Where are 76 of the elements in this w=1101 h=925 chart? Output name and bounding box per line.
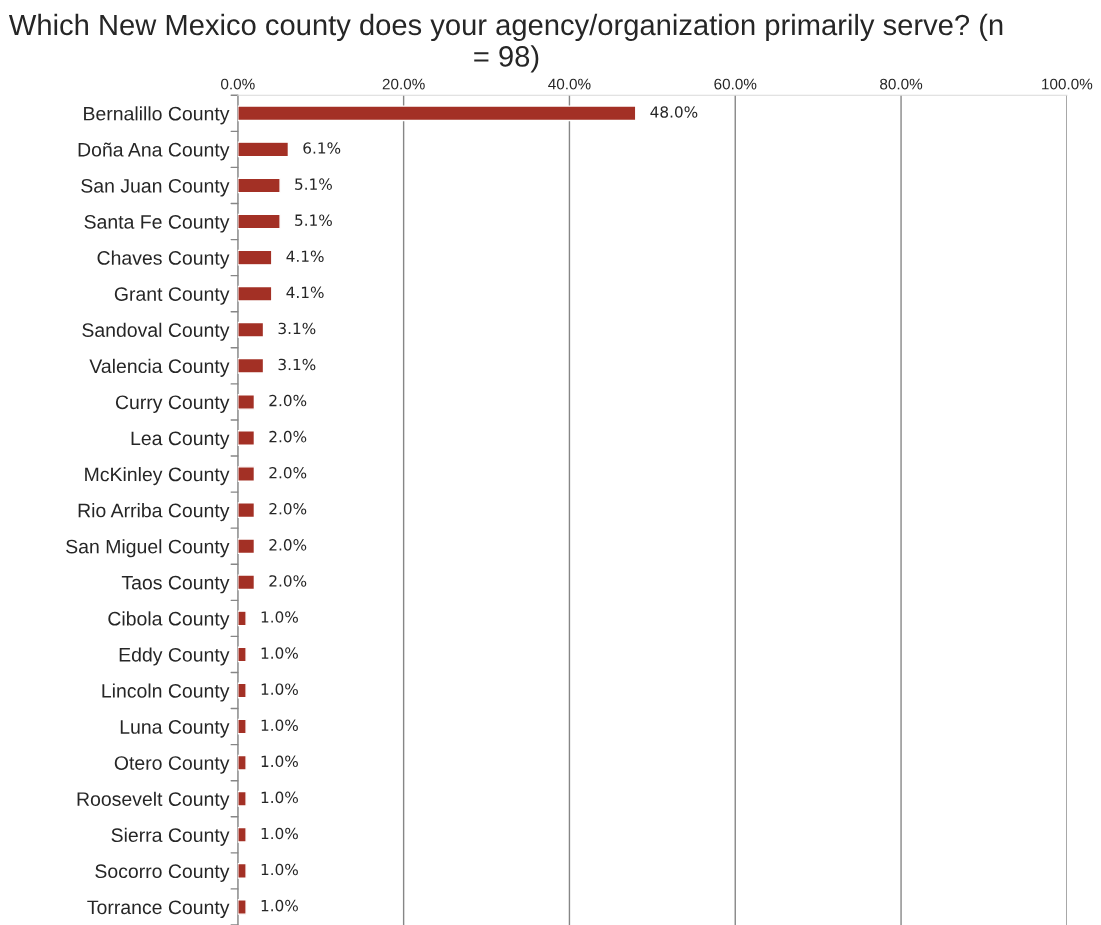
x-tick-label: 0.0% <box>221 78 255 90</box>
data-label: 2.0% <box>269 539 307 551</box>
data-label: 4.1% <box>286 286 324 299</box>
y-tick-label: Luna County <box>120 720 230 738</box>
data-label: 1.0% <box>261 791 298 804</box>
bar <box>237 899 247 915</box>
bar <box>237 682 247 699</box>
bar <box>237 610 247 627</box>
bar <box>237 502 256 519</box>
y-tick-label: Cibola County <box>108 611 230 630</box>
y-tick-label: Curry County <box>115 395 230 413</box>
bar <box>237 177 281 194</box>
bar <box>237 321 265 338</box>
y-tick-label: Eddy County <box>119 647 230 666</box>
x-tick-label: 20.0% <box>382 78 425 90</box>
bar <box>237 646 247 663</box>
data-label: 48.0% <box>650 106 698 118</box>
bar <box>237 862 247 879</box>
data-label: 1.0% <box>261 647 298 659</box>
bar <box>237 466 256 482</box>
data-label: 2.0% <box>269 430 307 443</box>
bar <box>237 105 637 122</box>
bar <box>237 285 273 302</box>
data-label: 2.0% <box>269 503 307 515</box>
bar <box>237 213 281 230</box>
x-tick-label: 60.0% <box>714 78 757 90</box>
y-tick-label: Doña Ana County <box>78 142 230 161</box>
y-tick-label: McKinley County <box>85 467 230 486</box>
data-label: 1.0% <box>261 719 298 732</box>
bar <box>237 430 256 446</box>
data-label: 2.0% <box>269 466 307 479</box>
data-label: 3.1% <box>278 358 316 371</box>
y-tick-label: Roosevelt County <box>77 791 230 810</box>
y-tick-label: Santa Fe County <box>84 215 230 233</box>
y-tick-label: Rio Arriba County <box>78 503 230 522</box>
data-label: 4.1% <box>286 250 324 263</box>
data-label: 5.1% <box>295 178 332 190</box>
data-label: 1.0% <box>261 683 298 695</box>
x-tick-label: 100.0% <box>1042 78 1093 90</box>
bar <box>237 357 265 374</box>
data-label: 2.0% <box>269 575 307 587</box>
bar <box>237 826 247 843</box>
bar <box>237 574 256 591</box>
data-label: 1.0% <box>261 899 298 912</box>
y-tick-label: Sandoval County <box>82 322 230 341</box>
y-tick-label: Lea County <box>131 431 230 450</box>
data-label: 1.0% <box>261 863 298 876</box>
y-tick-label: Socorro County <box>95 864 230 882</box>
bar <box>237 538 256 555</box>
bar <box>237 394 256 410</box>
data-label: 1.0% <box>261 755 298 768</box>
bar <box>237 718 247 735</box>
y-tick-label: Taos County <box>121 575 230 594</box>
bar <box>237 249 273 266</box>
data-label: 2.0% <box>269 394 307 407</box>
y-tick-label: Valencia County <box>89 358 230 377</box>
data-label: 6.1% <box>303 142 341 154</box>
y-tick-label: Chaves County <box>97 250 230 269</box>
y-tick-label: Otero County <box>114 756 230 774</box>
data-label: 3.1% <box>278 322 316 335</box>
bar <box>237 754 247 771</box>
data-label: 5.1% <box>295 214 332 226</box>
y-tick-label: Lincoln County <box>102 683 230 702</box>
bar <box>237 790 247 807</box>
y-tick-label: Torrance County <box>87 900 230 919</box>
y-tick-label: San Juan County <box>81 178 230 197</box>
y-tick-label: Bernalillo County <box>84 106 230 125</box>
data-label: 1.0% <box>261 827 298 840</box>
bar <box>237 141 290 158</box>
y-tick-label: Grant County <box>114 287 230 305</box>
y-tick-label: San Miguel County <box>66 539 230 558</box>
data-label: 1.0% <box>261 611 298 623</box>
x-tick-label: 40.0% <box>548 78 591 90</box>
chart-title: Which New Mexico county does your agency/organization primarily serve? (n = 98) <box>8 13 1003 73</box>
x-tick-label: 80.0% <box>880 78 923 90</box>
y-tick-label: Sierra County <box>111 827 230 846</box>
